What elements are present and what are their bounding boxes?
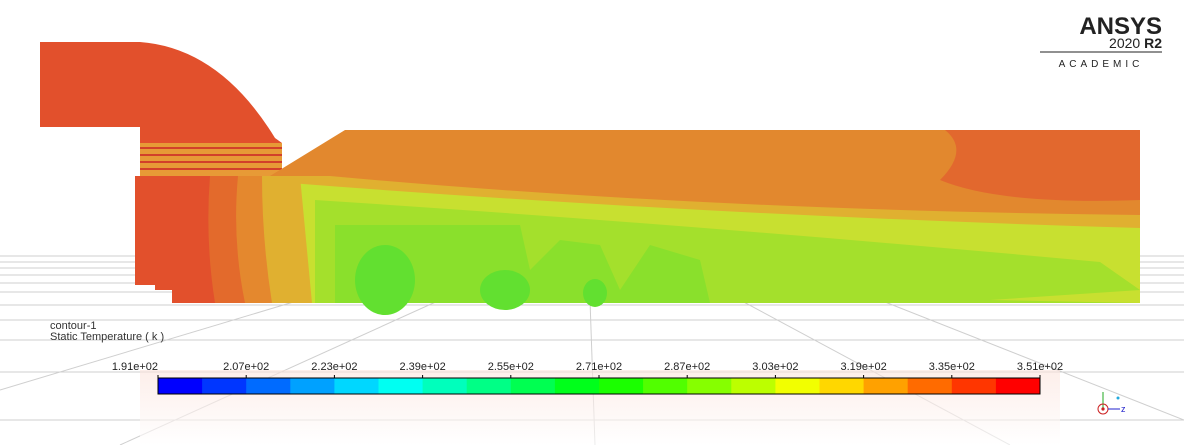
colorbar-label: 2.87e+02 (664, 361, 710, 373)
colorbar-label: 3.35e+02 (929, 361, 975, 373)
colorbar-swatch (907, 378, 953, 394)
colorbar-swatch (290, 378, 335, 394)
legend-quantity: Static Temperature ( k ) (50, 331, 164, 343)
colorbar-swatch (951, 378, 997, 394)
triad-label: z (1121, 404, 1126, 414)
colorbar-label: 3.19e+02 (841, 361, 887, 373)
colorbar-swatch (510, 378, 556, 394)
colorbar-swatch (378, 378, 424, 394)
colorbar-swatch (599, 378, 644, 394)
colorbar-swatch (687, 378, 732, 394)
colorbar-label: 2.39e+02 (400, 361, 446, 373)
colorbar-swatch (554, 378, 600, 394)
temperature-contour (40, 42, 1140, 315)
colorbar-swatch (995, 378, 1041, 394)
logo-release: R2 (1144, 35, 1162, 51)
logo-year: 2020 (1109, 35, 1140, 51)
colorbar-label: 2.07e+02 (223, 361, 269, 373)
legend-name: contour-1 (50, 320, 96, 332)
colorbar-swatch (466, 378, 512, 394)
colorbar-label: 1.91e+02 (112, 361, 158, 373)
logo-edition: ACADEMIC (1059, 59, 1144, 70)
colorbar-swatch (643, 378, 688, 394)
colorbar-swatch (334, 378, 379, 394)
colorbar-label: 3.03e+02 (752, 361, 798, 373)
axis-triad: z (1097, 392, 1126, 415)
colorbar-swatch (775, 378, 820, 394)
colorbar-swatch (731, 378, 776, 394)
colorbar-label: 2.55e+02 (488, 361, 534, 373)
colorbar-label: 3.51e+02 (1017, 361, 1063, 373)
colorbar-label: 2.71e+02 (576, 361, 622, 373)
colorbar-swatch (246, 378, 291, 394)
colorbar-swatch (202, 378, 247, 394)
colorbar-swatch (422, 378, 468, 394)
colorbar-swatch (819, 378, 865, 394)
colorbar-swatch (158, 378, 203, 394)
colorbar: 1.91e+02 2.07e+02 2.23e+02 2.39e+02 2.55e+02… (112, 361, 1063, 395)
colorbar-swatch (863, 378, 909, 394)
colorbar-label: 2.23e+02 (311, 361, 357, 373)
logo-version: 2020 R2 (1109, 35, 1162, 51)
logo-brand: ANSYS (1079, 13, 1162, 40)
